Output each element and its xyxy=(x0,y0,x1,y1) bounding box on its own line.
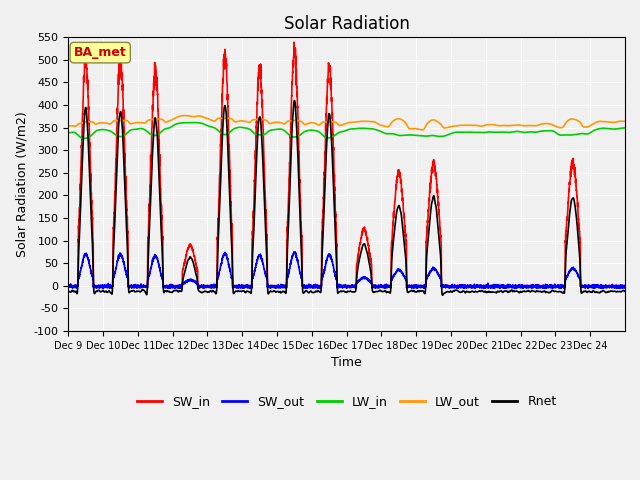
SW_out xyxy=(621,285,629,291)
LW_out xyxy=(492,122,500,128)
LW_in xyxy=(79,136,87,142)
LW_in xyxy=(436,133,444,139)
LW_in xyxy=(621,125,629,131)
SW_out xyxy=(492,284,500,289)
SW_out xyxy=(68,285,76,291)
Text: BA_met: BA_met xyxy=(74,46,127,59)
SW_in xyxy=(65,283,72,288)
Y-axis label: Solar Radiation (W/m2): Solar Radiation (W/m2) xyxy=(15,111,28,257)
Line: Rnet: Rnet xyxy=(68,100,625,295)
LW_in xyxy=(189,120,197,125)
SW_in xyxy=(492,283,500,288)
SW_out xyxy=(436,275,444,280)
LW_out xyxy=(425,120,433,125)
LW_out xyxy=(500,122,508,128)
LW_in xyxy=(492,129,500,135)
SW_in xyxy=(436,218,444,224)
SW_in xyxy=(290,39,298,45)
SW_out xyxy=(476,285,484,290)
Rnet xyxy=(160,290,168,296)
Rnet xyxy=(621,288,629,294)
LW_out xyxy=(436,120,444,126)
SW_out xyxy=(291,249,298,254)
LW_in xyxy=(161,126,168,132)
LW_in xyxy=(500,129,508,135)
LW_in xyxy=(476,130,484,135)
Rnet xyxy=(439,292,447,298)
SW_out xyxy=(500,285,508,291)
X-axis label: Time: Time xyxy=(332,356,362,369)
SW_in xyxy=(500,283,508,288)
Rnet xyxy=(436,242,444,248)
Legend: SW_in, SW_out, LW_in, LW_out, Rnet: SW_in, SW_out, LW_in, LW_out, Rnet xyxy=(132,390,562,413)
SW_out xyxy=(425,273,433,278)
Rnet xyxy=(291,97,298,103)
SW_in xyxy=(425,209,433,215)
LW_in xyxy=(65,130,72,136)
SW_in xyxy=(621,283,629,288)
LW_out xyxy=(180,113,188,119)
Line: LW_in: LW_in xyxy=(68,122,625,139)
Line: SW_out: SW_out xyxy=(68,252,625,288)
Title: Solar Radiation: Solar Radiation xyxy=(284,15,410,33)
Rnet xyxy=(65,290,72,296)
SW_out xyxy=(65,283,72,288)
LW_out xyxy=(419,127,426,133)
LW_out xyxy=(621,119,629,124)
LW_out xyxy=(160,119,168,124)
Rnet xyxy=(500,288,508,294)
Rnet xyxy=(492,290,500,296)
LW_in xyxy=(425,133,433,139)
SW_out xyxy=(161,284,168,289)
SW_in xyxy=(476,283,484,288)
SW_in xyxy=(160,283,168,288)
Line: SW_in: SW_in xyxy=(68,42,625,286)
LW_out xyxy=(65,123,72,129)
Line: LW_out: LW_out xyxy=(68,116,625,130)
Rnet xyxy=(425,231,433,237)
LW_out xyxy=(476,123,484,129)
Rnet xyxy=(476,288,484,294)
